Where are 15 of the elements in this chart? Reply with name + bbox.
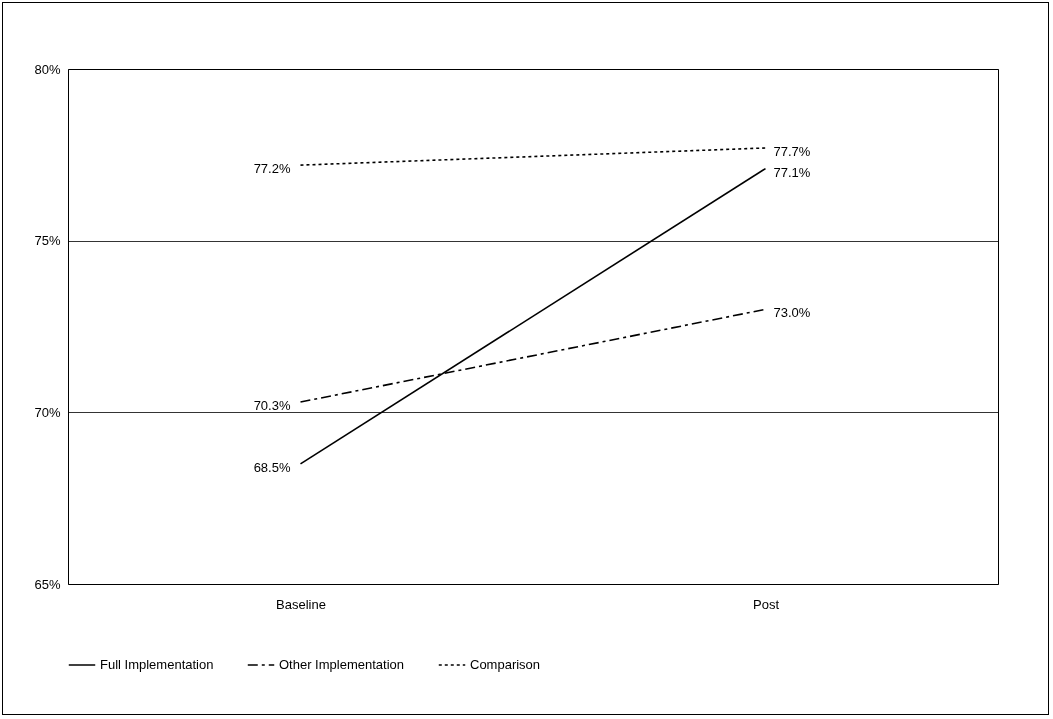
legend-label: Full Implementation bbox=[100, 657, 214, 672]
y-tick-label: 80% bbox=[34, 61, 61, 77]
y-tick-label: 70% bbox=[34, 404, 61, 420]
x-tick-label: Post bbox=[752, 596, 780, 612]
y-tick-label: 65% bbox=[34, 576, 61, 592]
data-label: 73.0% bbox=[773, 305, 811, 321]
data-label: 70.3% bbox=[253, 398, 291, 414]
legend-label: Comparison bbox=[470, 657, 541, 672]
x-tick-label: Baseline bbox=[276, 596, 326, 612]
data-label: 77.7% bbox=[773, 143, 811, 159]
data-label: 77.2% bbox=[253, 161, 291, 177]
y-tick-label: 75% bbox=[34, 233, 61, 249]
legend-label: Other Implementation bbox=[279, 657, 405, 672]
data-label: 68.5% bbox=[253, 459, 291, 475]
data-label: 77.1% bbox=[773, 164, 811, 180]
